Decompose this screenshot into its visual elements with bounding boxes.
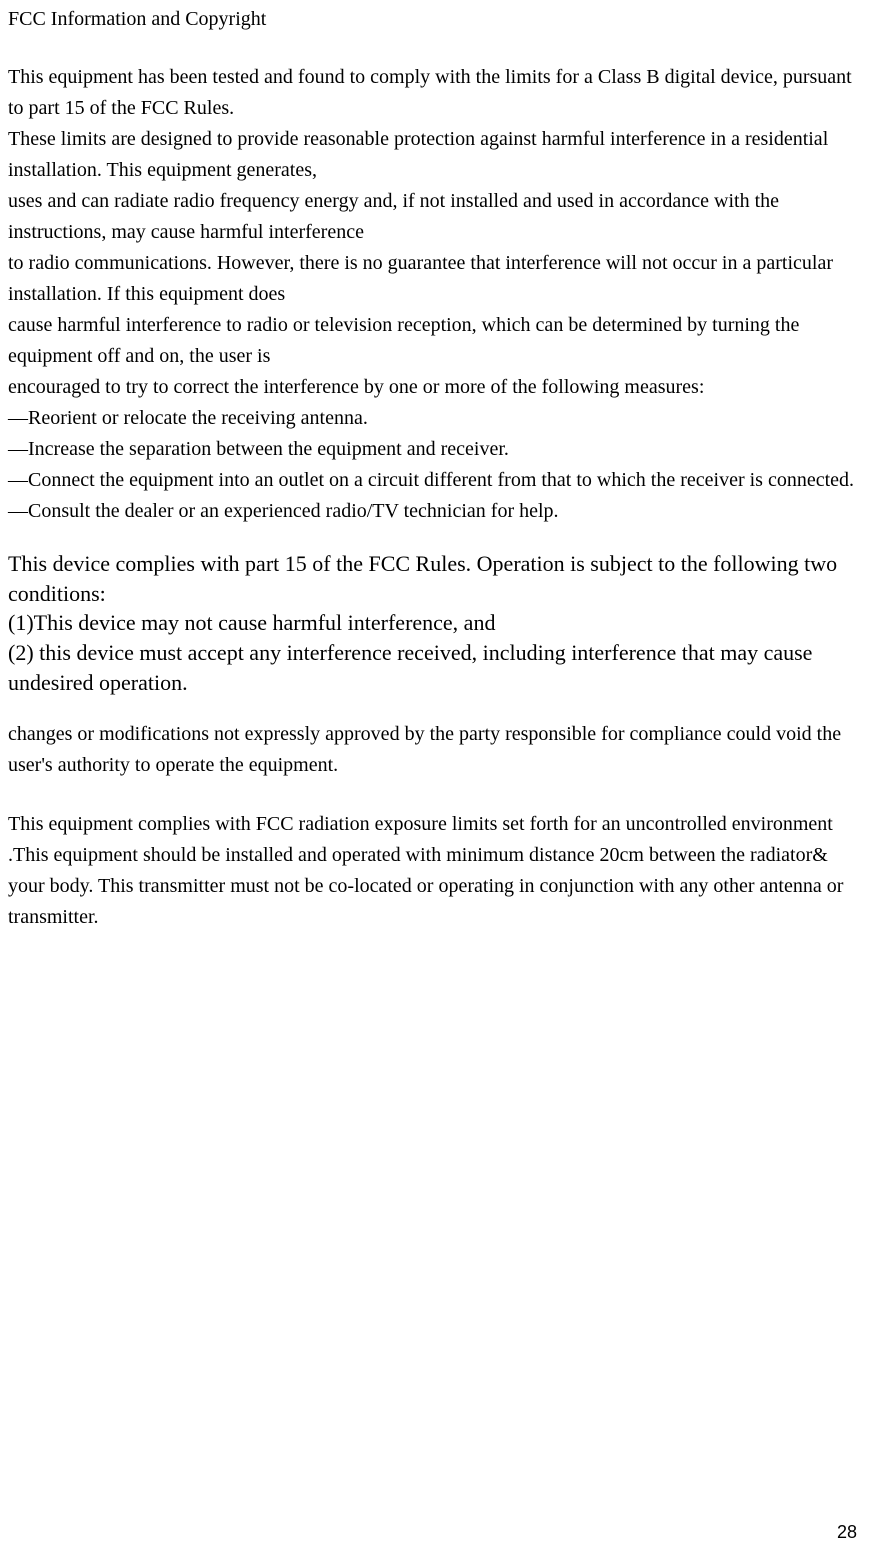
compliance-paragraph: This device complies with part 15 of the… (8, 549, 865, 608)
change-notice: changes or modifications not expressly a… (8, 719, 865, 781)
exposure-notice: This equipment complies with FCC radiati… (8, 809, 865, 933)
paragraph: encouraged to try to correct the interfe… (8, 372, 865, 403)
paragraph: to radio communications. However, there … (8, 248, 865, 310)
page-number: 28 (837, 1522, 857, 1543)
compliance-condition: (2) this device must accept any interfer… (8, 638, 865, 697)
measure-item: —Reorient or relocate the receiving ante… (8, 403, 865, 434)
paragraph: uses and can radiate radio frequency ene… (8, 186, 865, 248)
spacer (8, 527, 865, 549)
measure-item: —Connect the equipment into an outlet on… (8, 465, 865, 496)
paragraph: cause harmful interference to radio or t… (8, 310, 865, 372)
spacer (8, 697, 865, 719)
measure-item: —Increase the separation between the equ… (8, 434, 865, 465)
document-title: FCC Information and Copyright (8, 4, 865, 34)
compliance-condition: (1)This device may not cause harmful int… (8, 608, 865, 638)
paragraph: This equipment has been tested and found… (8, 62, 865, 124)
measure-item: —Consult the dealer or an experienced ra… (8, 496, 865, 527)
paragraph: These limits are designed to provide rea… (8, 124, 865, 186)
document-content: FCC Information and Copyright This equip… (8, 0, 865, 933)
spacer (8, 781, 865, 809)
